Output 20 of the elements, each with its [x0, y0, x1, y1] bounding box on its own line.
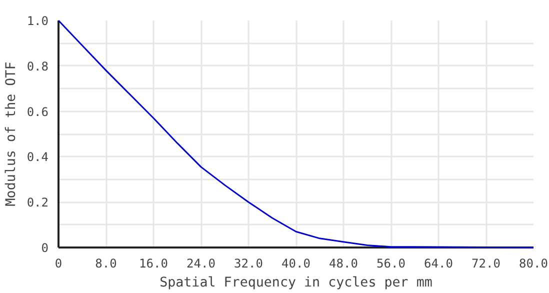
x-tick-label: 80.0	[519, 256, 548, 270]
x-tick-label: 40.0	[282, 256, 310, 270]
x-tick-label: 0	[54, 256, 62, 270]
y-axis-title: Modulus of the OTF	[4, 62, 19, 206]
x-tick-label: 56.0	[376, 256, 406, 270]
y-tick-label: 0.4	[26, 150, 49, 164]
y-tick-label: 0.8	[26, 59, 49, 74]
x-tick-label: 32.0	[234, 256, 263, 270]
y-tick-label: 0.6	[26, 104, 49, 119]
x-tick-label: 16.0	[139, 256, 168, 270]
line-series	[58, 20, 534, 248]
y-tick-label: 1.0	[26, 14, 49, 28]
y-tick-label: 0.2	[26, 196, 49, 210]
x-tick-label: 48.0	[329, 256, 358, 270]
x-axis-title: Spatial Frequency in cycles per mm	[160, 276, 432, 290]
x-tick-label: 24.0	[186, 256, 216, 270]
y-tick-label: 0	[41, 241, 49, 255]
x-tick-label: 64.0	[424, 256, 453, 270]
x-tick-label: 8.0	[95, 256, 117, 270]
x-tick-label: 72.0	[472, 256, 500, 270]
